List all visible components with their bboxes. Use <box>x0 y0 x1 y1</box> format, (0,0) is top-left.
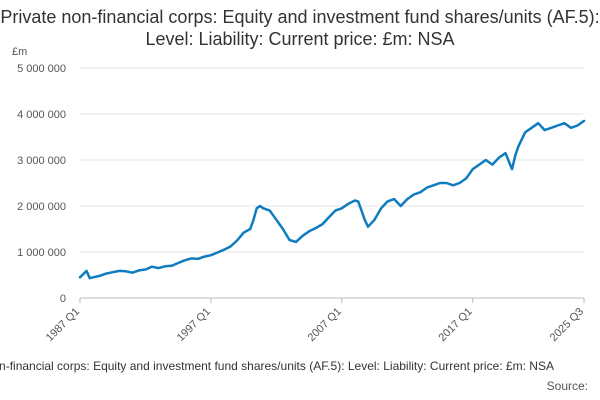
x-tick-labels: 1987 Q1 1997 Q1 2007 Q1 2017 Q1 2025 Q3 <box>44 298 586 344</box>
x-tick-label: 2007 Q1 <box>306 306 344 344</box>
x-tick-label: 1987 Q1 <box>44 306 82 344</box>
footer-caption: Private non-financial corps: Equity and … <box>0 359 554 373</box>
y-tick-labels: 0 1 000 000 2 000 000 3 000 000 4 000 000 5 0… <box>17 63 66 305</box>
x-tick-label: 2017 Q1 <box>437 306 475 344</box>
y-tick-label: 1 000 000 <box>17 247 66 259</box>
grid-lines <box>80 67 584 299</box>
series-lines <box>78 119 586 280</box>
y-tick-label: 3 000 000 <box>17 155 66 167</box>
y-tick-label: 4 000 000 <box>17 109 66 121</box>
series-line <box>78 119 586 280</box>
chart-footer: Private non-financial corps: Equity and … <box>0 359 600 397</box>
y-tick-label: 2 000 000 <box>17 201 66 213</box>
source-label: Source: <box>546 379 588 393</box>
x-tick-label: 1997 Q1 <box>175 306 213 344</box>
y-axis-unit-label: £m <box>12 46 28 58</box>
y-tick-label: 0 <box>60 293 66 305</box>
x-tick-label: 2025 Q3 <box>548 306 586 344</box>
chart-title: Private non-financial corps: Equity and … <box>0 7 600 49</box>
y-tick-label: 5 000 000 <box>17 63 66 75</box>
